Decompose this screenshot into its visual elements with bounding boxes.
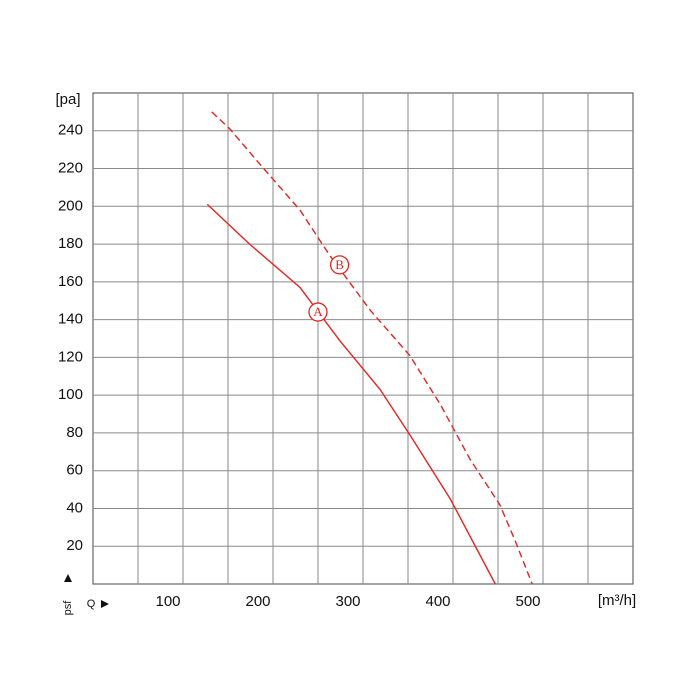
y-tick-label: 180: [58, 235, 83, 252]
arrow-right: [101, 600, 109, 608]
curve-label-ring: [308, 302, 328, 322]
x-axis-label: [m³/h]: [598, 592, 636, 609]
y-tick-label: 220: [58, 160, 83, 177]
curve-label: B: [335, 257, 344, 272]
x-tick-label: 300: [335, 593, 360, 610]
x-tick-label: 500: [515, 593, 540, 610]
curve: [206, 203, 496, 585]
y-tick-label: 100: [58, 386, 83, 403]
arrow-up: [64, 574, 72, 582]
y-tick-label: 80: [66, 424, 83, 441]
x-tick-label: 100: [155, 593, 180, 610]
y-tick-label: 120: [58, 348, 83, 365]
y-tick-label: 60: [66, 462, 83, 479]
y-tick-label: 140: [58, 311, 83, 328]
y-tick-label: 20: [66, 537, 83, 554]
x-tick-label: 200: [245, 593, 270, 610]
y-tick-label: 240: [58, 122, 83, 139]
curve: [211, 111, 533, 585]
curve-label: A: [313, 304, 323, 319]
y-alt-label: psf: [62, 600, 74, 616]
x-tick-label: 400: [425, 593, 450, 610]
y-tick-label: 200: [58, 197, 83, 214]
y-tick-label: 160: [58, 273, 83, 290]
y-axis-label: [pa]: [55, 91, 80, 108]
curve-label-ring: [329, 255, 350, 275]
y-tick-label: 40: [66, 499, 83, 516]
x-symbol: Q: [87, 598, 96, 610]
